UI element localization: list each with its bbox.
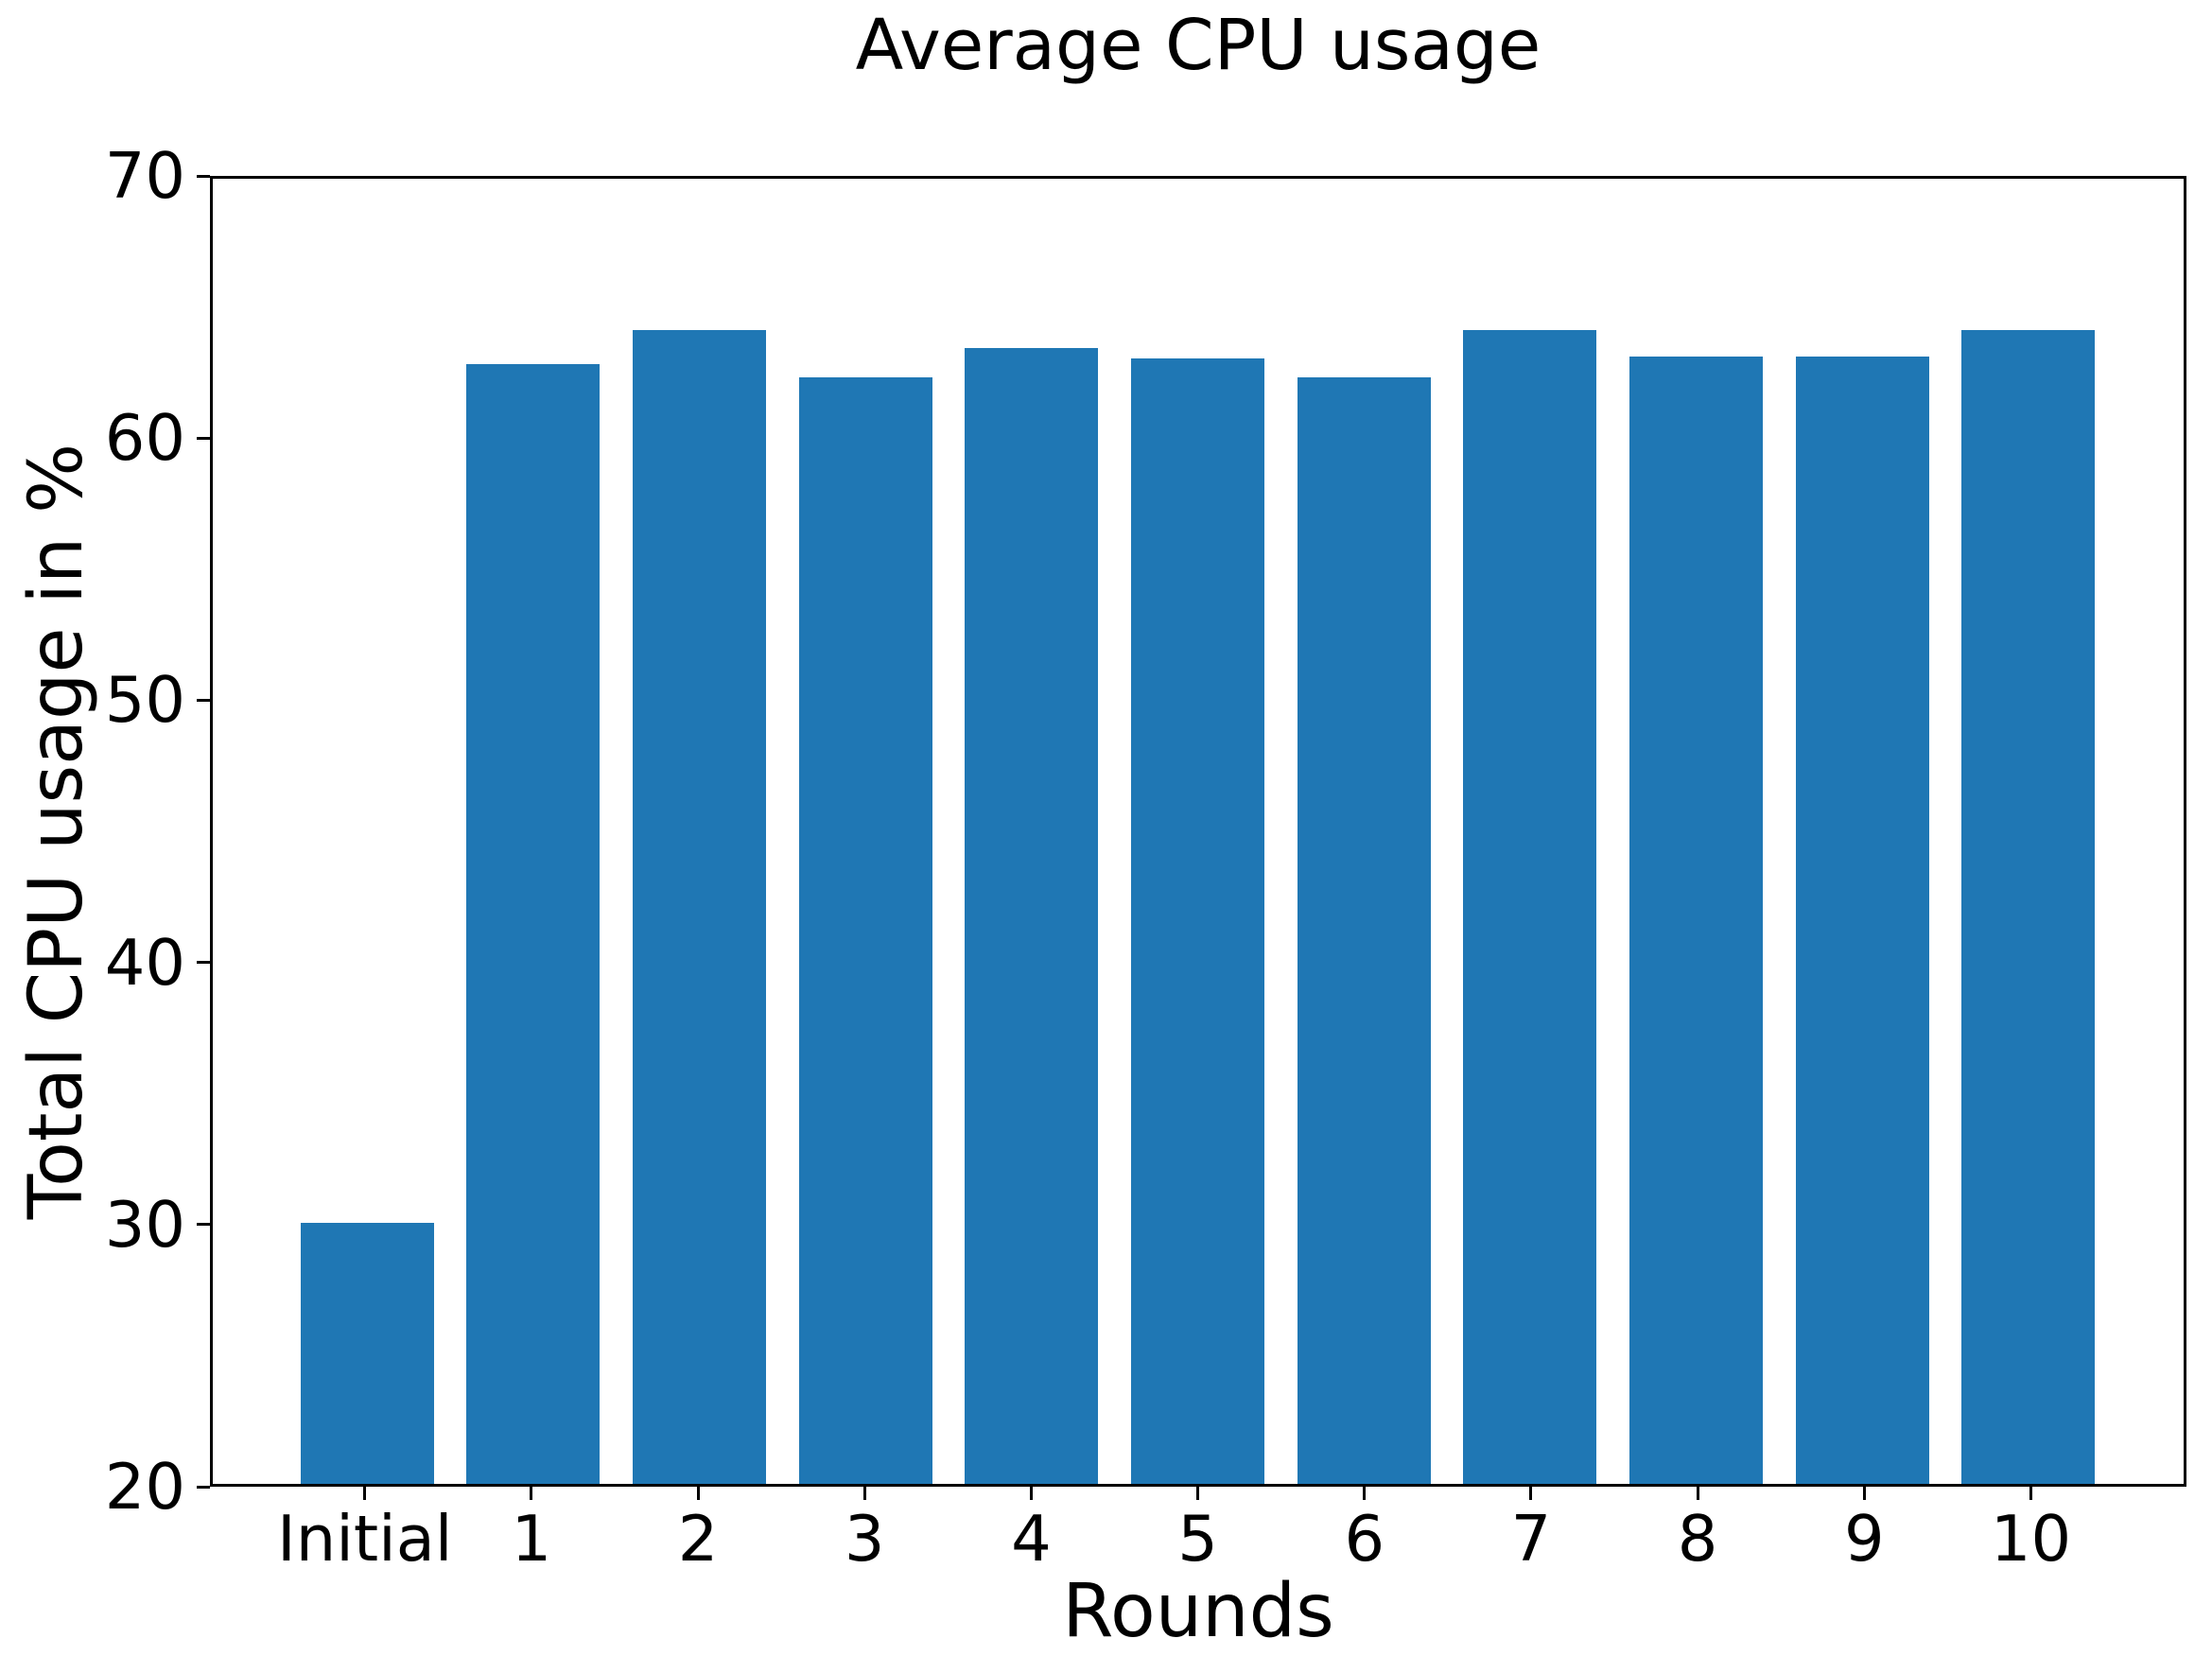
y-tick-label: 30 bbox=[104, 1187, 185, 1262]
x-tick-mark bbox=[2029, 1487, 2032, 1500]
bar-2 bbox=[633, 330, 767, 1484]
x-tick-label: 1 bbox=[511, 1502, 552, 1576]
y-tick-mark bbox=[197, 698, 210, 702]
bar-8 bbox=[1629, 356, 1764, 1484]
bar-1 bbox=[466, 363, 601, 1484]
y-tick-mark bbox=[197, 961, 210, 965]
chart-title: Average CPU usage bbox=[855, 5, 1541, 86]
y-axis-label: Total CPU usage in % bbox=[14, 443, 100, 1220]
x-tick-label: 7 bbox=[1510, 1502, 1552, 1576]
bar-5 bbox=[1131, 358, 1265, 1484]
y-tick-mark bbox=[197, 436, 210, 440]
x-tick-label: 9 bbox=[1843, 1502, 1885, 1576]
y-tick-mark bbox=[197, 1485, 210, 1489]
bar-7 bbox=[1463, 330, 1597, 1484]
x-tick-label: Initial bbox=[277, 1502, 453, 1576]
x-tick-mark bbox=[530, 1487, 533, 1500]
x-axis-label: Rounds bbox=[1062, 1569, 1334, 1654]
x-tick-mark bbox=[1529, 1487, 1533, 1500]
y-tick-label: 60 bbox=[104, 401, 185, 476]
bar-10 bbox=[1961, 330, 2096, 1484]
x-tick-label: 5 bbox=[1177, 1502, 1218, 1576]
x-tick-mark bbox=[696, 1487, 700, 1500]
x-tick-mark bbox=[1862, 1487, 1866, 1500]
x-tick-label: 3 bbox=[844, 1502, 885, 1576]
y-tick-mark bbox=[197, 1223, 210, 1227]
x-tick-label: 10 bbox=[1990, 1502, 2072, 1576]
x-tick-mark bbox=[1363, 1487, 1367, 1500]
x-tick-mark bbox=[363, 1487, 367, 1500]
plot-area bbox=[210, 176, 2186, 1487]
x-tick-mark bbox=[1696, 1487, 1699, 1500]
y-tick-label: 50 bbox=[104, 663, 185, 738]
bar-9 bbox=[1795, 356, 1929, 1484]
bar-6 bbox=[1297, 376, 1431, 1484]
y-tick-label: 70 bbox=[104, 139, 185, 213]
x-tick-label: 8 bbox=[1677, 1502, 1718, 1576]
bar-initial bbox=[300, 1223, 434, 1484]
y-tick-label: 20 bbox=[104, 1450, 185, 1524]
x-tick-mark bbox=[1029, 1487, 1033, 1500]
x-tick-label: 2 bbox=[677, 1502, 719, 1576]
x-tick-mark bbox=[1196, 1487, 1200, 1500]
x-tick-label: 4 bbox=[1011, 1502, 1052, 1576]
y-tick-mark bbox=[197, 174, 210, 178]
x-tick-mark bbox=[862, 1487, 866, 1500]
y-tick-label: 40 bbox=[104, 925, 185, 1000]
bar-4 bbox=[965, 348, 1099, 1484]
bar-3 bbox=[798, 376, 932, 1484]
x-tick-label: 6 bbox=[1344, 1502, 1385, 1576]
